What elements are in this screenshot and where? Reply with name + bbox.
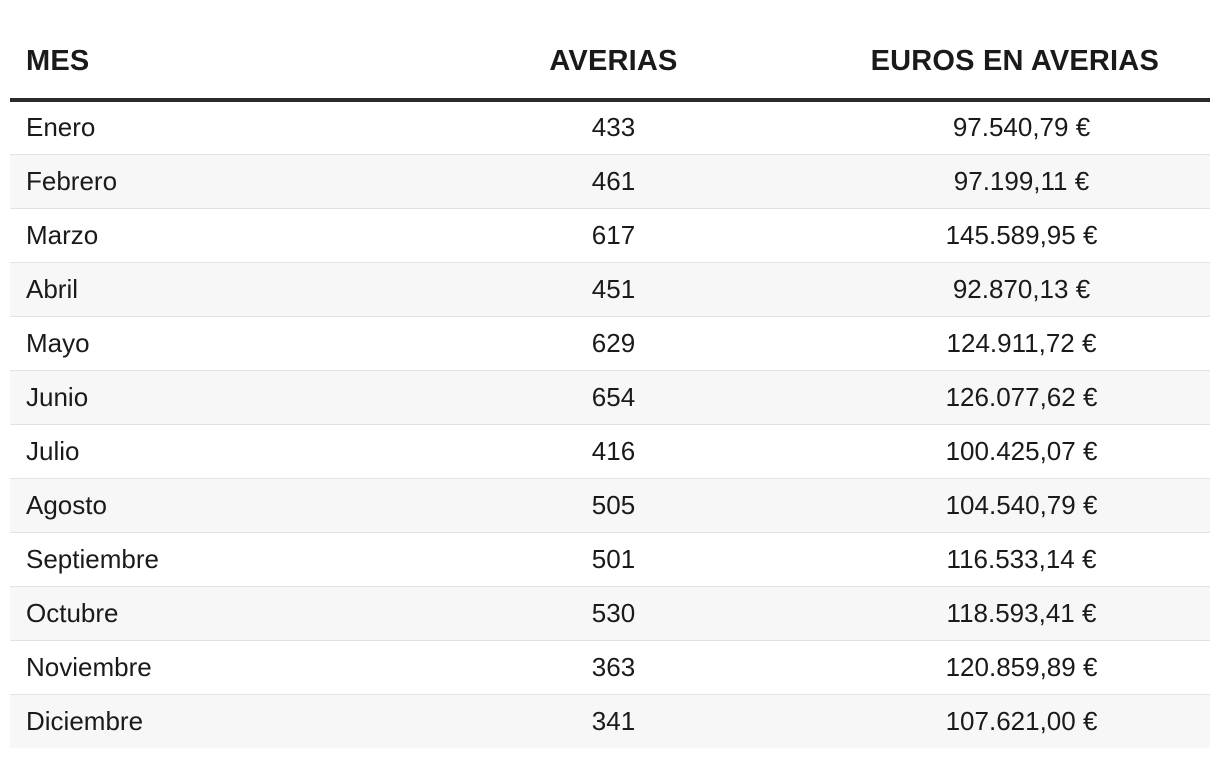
table-row: Agosto 505 104.540,79 € xyxy=(10,478,1210,533)
table-row: Mayo 629 124.911,72 € xyxy=(10,316,1210,371)
cell-euros: 97.540,79 € xyxy=(817,100,1210,155)
cell-mes: Enero xyxy=(10,100,410,155)
cell-euros: 92.870,13 € xyxy=(817,262,1210,317)
cell-mes: Noviembre xyxy=(10,640,410,695)
cell-averias: 341 xyxy=(410,694,817,748)
cell-averias: 501 xyxy=(410,532,817,587)
cell-euros: 104.540,79 € xyxy=(817,478,1210,533)
cell-mes: Septiembre xyxy=(10,532,410,587)
table-row: Octubre 530 118.593,41 € xyxy=(10,586,1210,641)
column-header-mes: MES xyxy=(10,0,410,102)
cell-euros: 97.199,11 € xyxy=(817,154,1210,209)
table-body: Enero 433 97.540,79 € Febrero 461 97.199,11 €… xyxy=(10,100,1210,748)
cell-euros: 100.425,07 € xyxy=(817,424,1210,479)
cell-mes: Mayo xyxy=(10,316,410,371)
column-header-euros: EUROS EN AVERIAS xyxy=(817,0,1210,102)
table-row: Diciembre 341 107.621,00 € xyxy=(10,694,1210,748)
cell-mes: Diciembre xyxy=(10,694,410,748)
cell-averias: 530 xyxy=(410,586,817,641)
cell-averias: 617 xyxy=(410,208,817,263)
cell-mes: Febrero xyxy=(10,154,410,209)
cell-averias: 433 xyxy=(410,100,817,155)
averias-table: MES AVERIAS EUROS EN AVERIAS Enero 433 97.… xyxy=(10,0,1210,748)
cell-euros: 145.589,95 € xyxy=(817,208,1210,263)
table-row: Septiembre 501 116.533,14 € xyxy=(10,532,1210,587)
table-row: Enero 433 97.540,79 € xyxy=(10,100,1210,155)
table-row: Marzo 617 145.589,95 € xyxy=(10,208,1210,263)
column-header-averias: AVERIAS xyxy=(410,0,817,102)
table-row: Abril 451 92.870,13 € xyxy=(10,262,1210,317)
cell-mes: Octubre xyxy=(10,586,410,641)
cell-euros: 124.911,72 € xyxy=(817,316,1210,371)
table-row: Junio 654 126.077,62 € xyxy=(10,370,1210,425)
cell-euros: 107.621,00 € xyxy=(817,694,1210,748)
cell-averias: 451 xyxy=(410,262,817,317)
cell-mes: Abril xyxy=(10,262,410,317)
cell-euros: 116.533,14 € xyxy=(817,532,1210,587)
cell-averias: 363 xyxy=(410,640,817,695)
cell-averias: 416 xyxy=(410,424,817,479)
cell-mes: Marzo xyxy=(10,208,410,263)
header-row: MES AVERIAS EUROS EN AVERIAS xyxy=(10,0,1210,102)
cell-averias: 654 xyxy=(410,370,817,425)
cell-averias: 629 xyxy=(410,316,817,371)
data-table-container: MES AVERIAS EUROS EN AVERIAS Enero 433 97.… xyxy=(10,0,1210,748)
cell-euros: 118.593,41 € xyxy=(817,586,1210,641)
table-header: MES AVERIAS EUROS EN AVERIAS xyxy=(10,0,1210,102)
cell-euros: 126.077,62 € xyxy=(817,370,1210,425)
table-row: Noviembre 363 120.859,89 € xyxy=(10,640,1210,695)
cell-averias: 461 xyxy=(410,154,817,209)
cell-mes: Junio xyxy=(10,370,410,425)
table-row: Julio 416 100.425,07 € xyxy=(10,424,1210,479)
cell-mes: Agosto xyxy=(10,478,410,533)
table-row: Febrero 461 97.199,11 € xyxy=(10,154,1210,209)
cell-euros: 120.859,89 € xyxy=(817,640,1210,695)
cell-averias: 505 xyxy=(410,478,817,533)
cell-mes: Julio xyxy=(10,424,410,479)
